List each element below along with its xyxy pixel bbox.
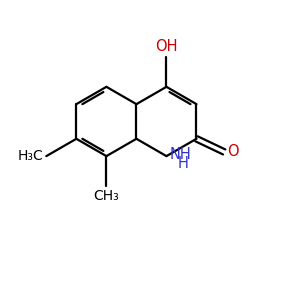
Text: CH₃: CH₃ (94, 189, 119, 203)
Text: H₃C: H₃C (18, 149, 44, 163)
Text: H: H (177, 156, 188, 171)
Text: OH: OH (155, 39, 178, 54)
Text: NH: NH (170, 148, 192, 163)
Text: O: O (227, 145, 238, 160)
